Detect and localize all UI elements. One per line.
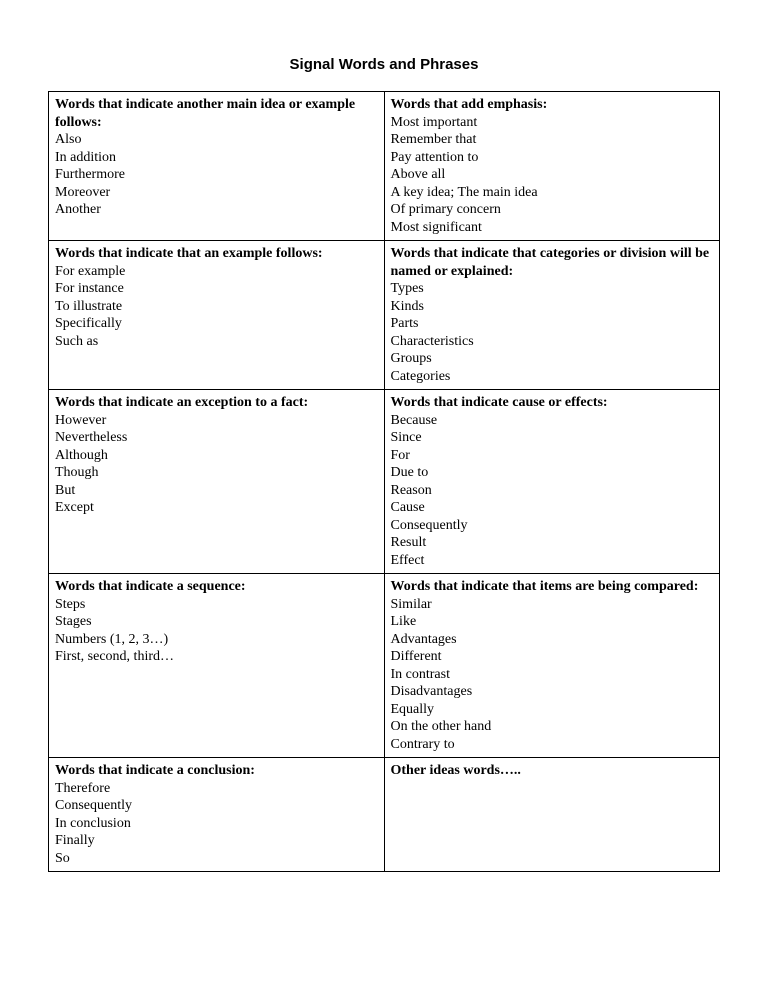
cell-item: Though <box>55 464 378 482</box>
cell-item: However <box>55 412 378 430</box>
cell-heading: Words that indicate that an example foll… <box>55 246 323 261</box>
cell-item: In addition <box>55 149 378 167</box>
cell-3-1: Words that indicate that items are being… <box>384 574 720 758</box>
cell-heading: Words that indicate a sequence: <box>55 579 246 594</box>
cell-item: Specifically <box>55 315 378 333</box>
cell-item: Most significant <box>391 219 714 237</box>
cell-item: Characteristics <box>391 333 714 351</box>
cell-1-0: Words that indicate that an example foll… <box>49 241 385 390</box>
cell-4-1: Other ideas words….. <box>384 758 720 872</box>
cell-item: Equally <box>391 701 714 719</box>
cell-heading: Words that indicate an exception to a fa… <box>55 395 308 410</box>
cell-item: Parts <box>391 315 714 333</box>
cell-item: Groups <box>391 350 714 368</box>
cell-item: Types <box>391 280 714 298</box>
cell-item: Most important <box>391 114 714 132</box>
cell-item: Of primary concern <box>391 201 714 219</box>
cell-item: Similar <box>391 596 714 614</box>
cell-item: Like <box>391 613 714 631</box>
cell-item: Nevertheless <box>55 429 378 447</box>
cell-item: Since <box>391 429 714 447</box>
cell-item: Such as <box>55 333 378 351</box>
cell-item: Except <box>55 499 378 517</box>
cell-item: Cause <box>391 499 714 517</box>
cell-item: A key idea; The main idea <box>391 184 714 202</box>
page-title: Signal Words and Phrases <box>48 56 720 73</box>
cell-item: Remember that <box>391 131 714 149</box>
cell-item: Above all <box>391 166 714 184</box>
cell-item: Advantages <box>391 631 714 649</box>
cell-heading: Words that indicate cause or effects: <box>391 395 608 410</box>
cell-heading: Words that indicate another main idea or… <box>55 97 355 130</box>
cell-item: To illustrate <box>55 298 378 316</box>
cell-item: Consequently <box>391 517 714 535</box>
cell-4-0: Words that indicate a conclusion: Theref… <box>49 758 385 872</box>
cell-item: Pay attention to <box>391 149 714 167</box>
cell-item: Consequently <box>55 797 378 815</box>
cell-item: Categories <box>391 368 714 386</box>
cell-item: For instance <box>55 280 378 298</box>
cell-heading: Other ideas words….. <box>391 763 521 778</box>
cell-item: First, second, third… <box>55 648 378 666</box>
cell-2-0: Words that indicate an exception to a fa… <box>49 390 385 574</box>
cell-item: In conclusion <box>55 815 378 833</box>
cell-item: Moreover <box>55 184 378 202</box>
cell-item: Also <box>55 131 378 149</box>
cell-item: For example <box>55 263 378 281</box>
cell-item: Steps <box>55 596 378 614</box>
cell-heading: Words that add emphasis: <box>391 97 548 112</box>
cell-heading: Words that indicate that items are being… <box>391 579 699 594</box>
cell-item: In contrast <box>391 666 714 684</box>
cell-item: So <box>55 850 378 868</box>
cell-0-0: Words that indicate another main idea or… <box>49 92 385 241</box>
cell-item: Disadvantages <box>391 683 714 701</box>
cell-2-1: Words that indicate cause or effects: Be… <box>384 390 720 574</box>
cell-item: Kinds <box>391 298 714 316</box>
cell-item: Numbers (1, 2, 3…) <box>55 631 378 649</box>
cell-item: Stages <box>55 613 378 631</box>
cell-item: Although <box>55 447 378 465</box>
signal-words-table: Words that indicate another main idea or… <box>48 91 720 872</box>
cell-item: Reason <box>391 482 714 500</box>
cell-0-1: Words that add emphasis: Most important … <box>384 92 720 241</box>
cell-item: Therefore <box>55 780 378 798</box>
cell-heading: Words that indicate that categories or d… <box>391 246 710 279</box>
cell-item: On the other hand <box>391 718 714 736</box>
cell-item: Finally <box>55 832 378 850</box>
cell-item: Another <box>55 201 378 219</box>
cell-item: Effect <box>391 552 714 570</box>
cell-item: Different <box>391 648 714 666</box>
cell-item: Result <box>391 534 714 552</box>
cell-3-0: Words that indicate a sequence: Steps St… <box>49 574 385 758</box>
cell-item: Furthermore <box>55 166 378 184</box>
cell-item: Because <box>391 412 714 430</box>
cell-item: Contrary to <box>391 736 714 754</box>
cell-item: But <box>55 482 378 500</box>
cell-heading: Words that indicate a conclusion: <box>55 763 255 778</box>
cell-item: For <box>391 447 714 465</box>
cell-1-1: Words that indicate that categories or d… <box>384 241 720 390</box>
cell-item: Due to <box>391 464 714 482</box>
